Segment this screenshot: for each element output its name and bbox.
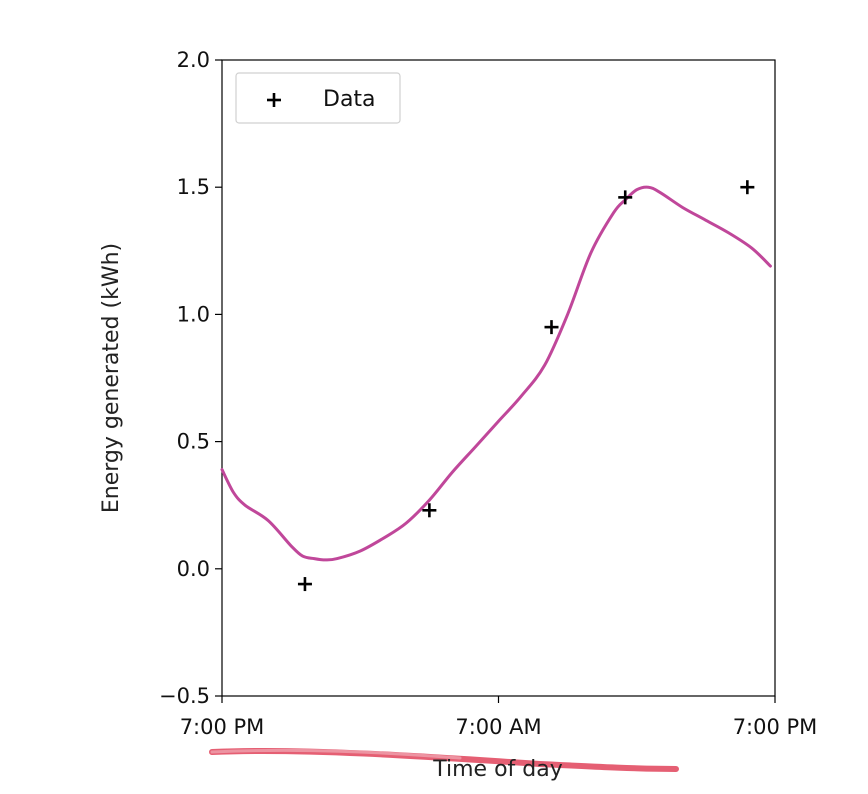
- fit-curve-line: [220, 185, 772, 562]
- plot-area: [221, 59, 776, 697]
- legend-label: Data: [323, 87, 376, 112]
- legend: Data: [235, 72, 401, 124]
- y-tick-label: 1.5: [177, 175, 210, 199]
- series-layer: [220, 180, 772, 592]
- x-axis: 7:00 PM 7:00 AM 7:00 PM: [180, 696, 818, 739]
- y-tick-label: 0.0: [177, 557, 210, 581]
- y-axis: −0.5 0.0 0.5 1.0 1.5 2.0: [159, 48, 222, 708]
- x-tick-label: 7:00 PM: [180, 715, 265, 739]
- y-tick-label: −0.5: [159, 684, 210, 708]
- data-point-marker: [422, 503, 437, 518]
- y-tick-label: 1.0: [177, 302, 210, 326]
- x-axis-label: Time of day: [432, 757, 563, 782]
- y-axis-label: Energy generated (kWh): [99, 243, 124, 513]
- data-point-marker: [740, 180, 755, 195]
- y-tick-label: 0.5: [177, 430, 210, 454]
- y-tick-label: 2.0: [177, 48, 210, 72]
- data-point-marker: [618, 190, 633, 205]
- data-point-marker: [297, 577, 312, 592]
- legend-marker-plus-icon: [267, 93, 281, 107]
- legend-box: [235, 72, 401, 124]
- x-tick-label: 7:00 PM: [733, 715, 818, 739]
- xlabel-brush-stroke-fade: [210, 748, 462, 760]
- data-point-marker: [544, 320, 559, 335]
- x-tick-label: 7:00 AM: [455, 715, 541, 739]
